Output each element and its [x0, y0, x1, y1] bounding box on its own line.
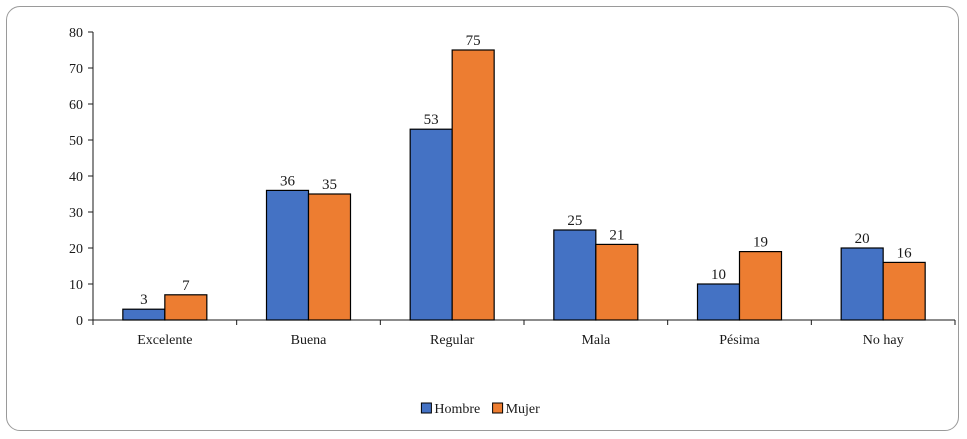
bar-hombre-no-hay	[840, 247, 884, 321]
bar-hombre-pésima	[696, 283, 741, 321]
data-label: 7	[182, 278, 190, 294]
bar-hombre-buena	[265, 189, 310, 321]
x-tick-label: No hay	[863, 333, 904, 348]
data-label: 10	[711, 267, 726, 283]
x-axis: Excelente Buena Regular Mala Pésima No hay	[92, 319, 956, 348]
y-tick-label: 50	[69, 134, 83, 149]
bar-hombre-excelente	[122, 308, 166, 321]
y-tick-label: 0	[76, 314, 83, 329]
y-tick-label: 30	[69, 206, 83, 221]
x-tick-label: Regular	[430, 333, 475, 348]
bar-mujer-no-hay	[882, 261, 926, 321]
bar-hombre-regular	[409, 128, 453, 321]
bar-hombre-mala	[553, 229, 597, 321]
x-tick-label: Buena	[291, 333, 328, 348]
legend-swatch-mujer	[492, 402, 504, 414]
bar-mujer-mala	[595, 243, 639, 321]
legend-label-mujer: Mujer	[506, 402, 541, 417]
y-tick-label: 60	[69, 98, 83, 113]
y-tick-label: 10	[69, 278, 83, 293]
data-label: 19	[753, 235, 768, 251]
y-tick-label: 80	[69, 26, 83, 41]
legend-label-hombre: Hombre	[434, 402, 480, 417]
data-label: 35	[322, 177, 337, 193]
y-tick-label: 20	[69, 242, 83, 257]
x-tick-label: Pésima	[719, 333, 760, 348]
x-tick-label: Excelente	[137, 333, 192, 348]
data-label: 53	[424, 112, 439, 128]
y-tick-label: 70	[69, 62, 83, 77]
data-label: 21	[609, 227, 624, 243]
bar-mujer-buena	[307, 193, 352, 321]
data-label: 75	[466, 33, 481, 49]
data-label: 16	[897, 245, 913, 261]
bars	[122, 49, 926, 321]
x-tick-label: Mala	[581, 333, 611, 348]
y-tick-label: 40	[69, 170, 83, 185]
y-axis: 0 10 20 30 40 50 60 70 80	[69, 26, 94, 329]
legend-swatch-hombre	[420, 402, 432, 414]
bar-mujer-excelente	[164, 294, 208, 321]
data-label: 3	[140, 292, 148, 308]
bar-mujer-regular	[451, 49, 495, 321]
data-label: 36	[280, 173, 296, 189]
legend: Hombre Mujer	[420, 402, 541, 417]
bar-mujer-pésima	[738, 251, 783, 321]
data-label: 20	[855, 231, 870, 247]
data-label: 25	[567, 213, 582, 229]
